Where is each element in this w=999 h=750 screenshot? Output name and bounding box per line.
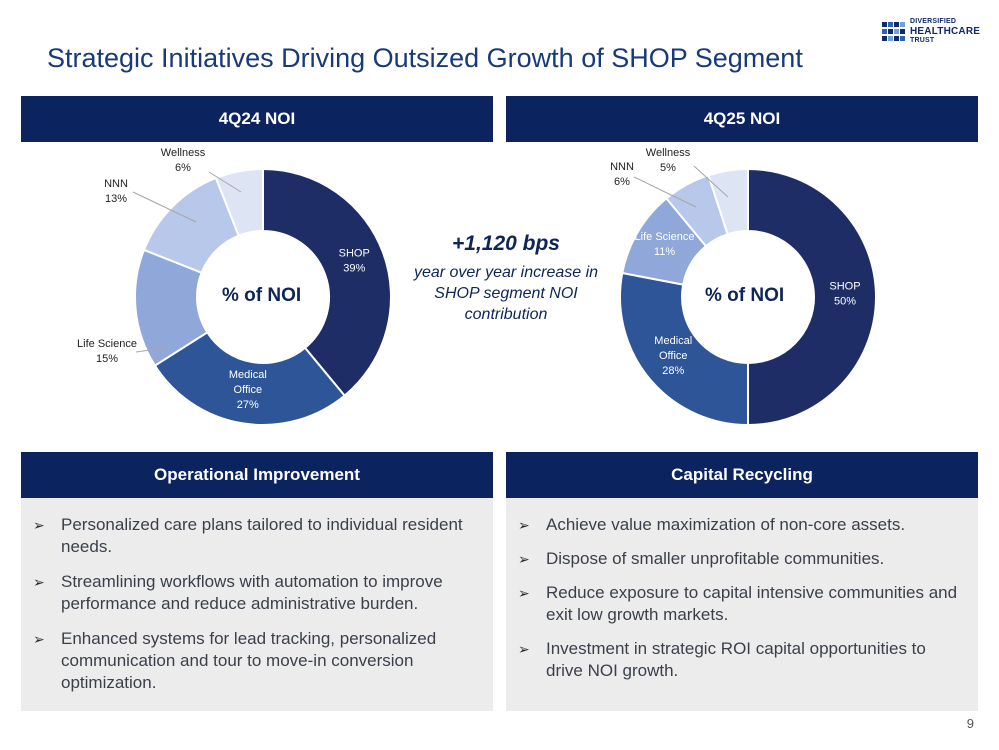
donut-chart-4q24: SHOP 39% Medical Office 27% Life Science 15% NN… — [77, 147, 392, 426]
arrow-bullet-icon: ➢ — [33, 574, 45, 590]
company-logo — [882, 22, 905, 41]
slice-wellness — [707, 167, 749, 236]
leader-line — [135, 346, 172, 353]
operational-header: Operational Improvement — [21, 452, 493, 498]
list-item: ➢ Streamlining workflows with automation … — [33, 571, 481, 615]
donut-chart-4q25: SHOP 50% Medical Office 28% Life Science 11% NN… — [610, 147, 877, 427]
slice-label-wellness: Wellness 5% — [646, 147, 691, 174]
slice-label-shop: SHOP 39% — [339, 248, 370, 275]
growth-value: +1,120 bps — [452, 232, 560, 255]
slice-label-nnn: NNN 13% — [104, 178, 128, 205]
slice-label-life-science: Life Science 15% — [77, 338, 137, 365]
arrow-bullet-icon: ➢ — [518, 551, 530, 567]
list-item-text: Streamlining workflows with automation t… — [61, 572, 443, 613]
list-item: ➢ Reduce exposure to capital intensive co… — [518, 582, 966, 626]
operational-list: ➢ Personalized care plans tailored to ind… — [21, 498, 493, 711]
slice-label-shop: SHOP 50% — [829, 281, 860, 308]
list-item-text: Achieve value maximization of non-core a… — [546, 515, 906, 534]
slice-label-medical-office: Medical Office 28% — [654, 335, 692, 377]
center-label-4q25: % of NOI — [705, 285, 785, 306]
arrow-bullet-icon: ➢ — [518, 517, 530, 533]
slice-label-nnn: NNN 6% — [610, 161, 634, 188]
arrow-bullet-icon: ➢ — [518, 585, 530, 601]
list-item-text: Investment in strategic ROI capital oppo… — [546, 639, 926, 680]
list-item: ➢ Achieve value maximization of non-core … — [518, 514, 966, 536]
leader-line — [693, 165, 729, 198]
arrow-bullet-icon: ➢ — [33, 631, 45, 647]
slice-shop — [262, 167, 392, 398]
slice-label-wellness: Wellness 6% — [161, 147, 206, 174]
list-item: ➢ Dispose of smaller unprofitable communi… — [518, 548, 966, 570]
page-title: Strategic Initiatives Driving Outsized G… — [47, 43, 803, 73]
leader-line — [208, 171, 242, 193]
list-item-text: Reduce exposure to capital intensive com… — [546, 583, 958, 624]
slice-label-medical-office: Medical Office 27% — [229, 369, 267, 411]
arrow-bullet-icon: ➢ — [33, 517, 45, 533]
list-item: ➢ Enhanced systems for lead tracking, per… — [33, 628, 481, 694]
growth-callout: +1,120 bps year over year increase in SH… — [404, 232, 608, 325]
arrow-bullet-icon: ➢ — [518, 641, 530, 657]
slice-medical-office — [619, 271, 749, 427]
chart-header-4q25: 4Q25 NOI — [506, 96, 978, 142]
slice-label-life-science: Life Science 11% — [635, 231, 695, 258]
slice-shop — [747, 167, 877, 427]
capital-list: ➢ Achieve value maximization of non-core … — [506, 498, 978, 711]
leader-line — [132, 191, 197, 223]
logo-line-3: TRUST — [910, 37, 935, 44]
logo-line-2: HEALTHCARE — [910, 26, 981, 37]
list-item-text: Dispose of smaller unprofitable communit… — [546, 549, 885, 568]
slice-wellness — [214, 167, 264, 237]
list-item-text: Personalized care plans tailored to indi… — [61, 515, 463, 556]
list-item: ➢ Personalized care plans tailored to ind… — [33, 514, 481, 558]
list-item: ➢ Investment in strategic ROI capital opp… — [518, 638, 966, 682]
center-label-4q24: % of NOI — [222, 285, 302, 306]
logo-wordmark: DIVERSIFIED HEALTHCARE TRUST — [910, 18, 980, 45]
logo-line-1: DIVERSIFIED — [910, 18, 957, 25]
chart-header-4q24: 4Q24 NOI — [21, 96, 493, 142]
capital-header: Capital Recycling — [506, 452, 978, 498]
list-item-text: Enhanced systems for lead tracking, pers… — [61, 629, 437, 692]
leader-line — [633, 176, 697, 208]
growth-description: year over year increase in SHOP segment … — [413, 264, 599, 323]
page-number: 9 — [966, 716, 974, 731]
slice-medical-office — [153, 330, 346, 426]
